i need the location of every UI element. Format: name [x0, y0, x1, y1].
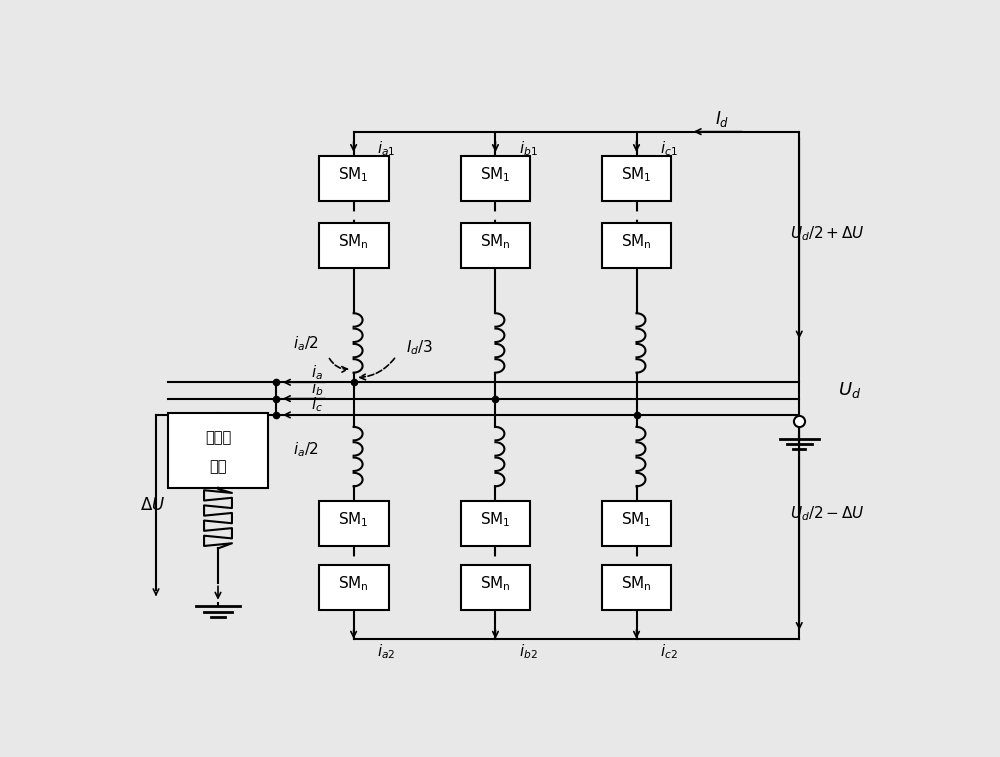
Bar [461, 223, 530, 268]
Bar [602, 500, 671, 546]
FancyArrowPatch shape [360, 358, 395, 380]
Text: $\rm SM_n$: $\rm SM_n$ [338, 232, 369, 251]
Bar [461, 500, 530, 546]
Bar [319, 155, 388, 201]
Text: $\rm SM_1$: $\rm SM_1$ [338, 510, 369, 529]
Text: $\rm SM_n$: $\rm SM_n$ [338, 575, 369, 593]
Text: $\Delta U$: $\Delta U$ [140, 496, 165, 514]
Text: $\rm SM_n$: $\rm SM_n$ [621, 575, 652, 593]
Bar [602, 155, 671, 201]
Bar [461, 565, 530, 610]
Text: $i_{c1}$: $i_{c1}$ [660, 140, 678, 158]
Text: $i_{a1}$: $i_{a1}$ [377, 140, 395, 158]
Text: $I_d$: $I_d$ [715, 109, 729, 129]
Text: $\rm SM_n$: $\rm SM_n$ [621, 232, 652, 251]
Text: $i_a$: $i_a$ [311, 363, 323, 382]
Bar [319, 565, 388, 610]
Bar [602, 565, 671, 610]
Text: $\rm SM_1$: $\rm SM_1$ [480, 165, 511, 184]
Text: 压器: 压器 [209, 459, 227, 475]
Text: $U_d$: $U_d$ [838, 381, 861, 400]
Text: $i_{b2}$: $i_{b2}$ [519, 642, 537, 661]
Text: $\rm SM_1$: $\rm SM_1$ [621, 510, 652, 529]
Text: $i_a/2$: $i_a/2$ [293, 334, 319, 353]
Bar [461, 155, 530, 201]
Text: $i_c$: $i_c$ [311, 396, 323, 414]
Text: $I_d/3$: $I_d/3$ [406, 338, 434, 357]
Text: $\rm SM_1$: $\rm SM_1$ [338, 165, 369, 184]
Text: $i_{a2}$: $i_{a2}$ [377, 642, 395, 661]
Bar [319, 223, 388, 268]
Text: 接地变: 接地变 [205, 430, 231, 445]
Text: $U_d/2-\Delta U$: $U_d/2-\Delta U$ [790, 504, 865, 523]
Text: $U_d/2+\Delta U$: $U_d/2+\Delta U$ [790, 224, 865, 243]
Text: $i_a/2$: $i_a/2$ [293, 440, 319, 459]
FancyArrowPatch shape [329, 359, 347, 372]
Text: $i_{c2}$: $i_{c2}$ [660, 642, 678, 661]
Bar [319, 500, 388, 546]
Text: $i_{b1}$: $i_{b1}$ [519, 140, 537, 158]
Text: $\rm SM_n$: $\rm SM_n$ [480, 575, 511, 593]
Text: $i_b$: $i_b$ [311, 379, 323, 398]
Text: $\rm SM_n$: $\rm SM_n$ [480, 232, 511, 251]
Bar [168, 413, 268, 488]
Bar [602, 223, 671, 268]
Text: $\rm SM_1$: $\rm SM_1$ [480, 510, 511, 529]
Text: $\rm SM_1$: $\rm SM_1$ [621, 165, 652, 184]
